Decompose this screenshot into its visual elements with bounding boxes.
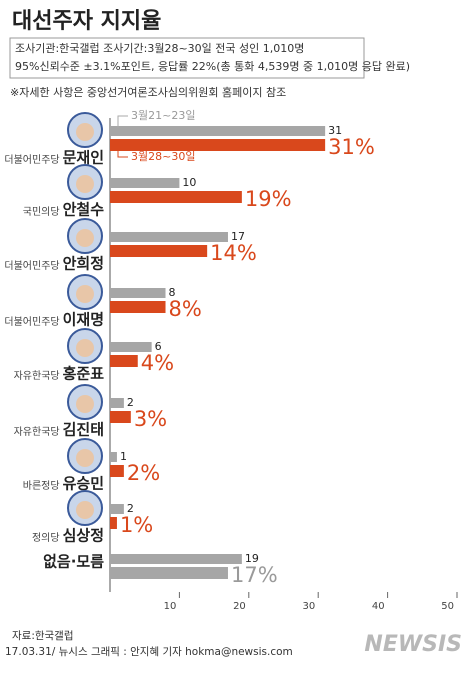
photo-face <box>76 285 94 303</box>
party: 더불어민주당 <box>4 154 59 166</box>
source: 자료:한국갤럽 <box>12 629 74 642</box>
photo-face <box>76 449 94 467</box>
candidate-name: 유승민 <box>63 475 104 493</box>
candidate-name: 심상정 <box>63 527 104 545</box>
bar <box>110 232 228 242</box>
bar <box>110 178 180 188</box>
candidate-name: 문재인 <box>63 149 104 167</box>
party: 더불어민주당 <box>4 316 59 328</box>
photo-face <box>76 123 94 141</box>
candidate-name: 안희정 <box>63 255 104 273</box>
bar <box>110 139 326 151</box>
candidate-name: 홍준표 <box>63 365 105 383</box>
bar <box>110 301 166 313</box>
subtitle: 조사기관:한국갤럽 조사기간:3월28~30일 전국 성인 1,010명 <box>15 41 304 55</box>
x-tick-label: 20 <box>233 601 246 612</box>
legend-line <box>117 115 128 128</box>
photo-face <box>76 175 94 193</box>
value-label: 2 <box>127 502 134 515</box>
value-label: 17 <box>231 230 245 243</box>
bar <box>110 245 208 257</box>
value-label: 31% <box>328 135 375 159</box>
party: 더불어민주당 <box>4 260 59 272</box>
party: 국민의당 <box>23 206 60 218</box>
info-box <box>9 37 365 79</box>
bar <box>110 191 242 203</box>
value-label: 17% <box>231 563 278 587</box>
logo: NEWSIS <box>364 632 462 657</box>
party: 자유한국당 <box>14 370 60 382</box>
candidate-name: 없음·모름 <box>43 553 104 571</box>
photo-face <box>76 229 94 247</box>
candidate-name: 김진태 <box>63 421 104 439</box>
value-label: 19 <box>245 552 259 565</box>
party: 자유한국당 <box>14 426 60 438</box>
bar <box>110 517 117 529</box>
value-label: 3% <box>134 407 167 431</box>
legend-label: 3월21~23일 <box>131 108 195 122</box>
bar <box>110 411 131 423</box>
bar <box>110 504 124 514</box>
bar <box>110 288 166 298</box>
value-label: 10 <box>182 176 196 189</box>
bar <box>110 355 138 367</box>
legend-line <box>117 150 128 158</box>
value-label: 2 <box>127 396 134 409</box>
bar <box>110 567 228 579</box>
party: 정의당 <box>32 532 60 544</box>
x-tick-label: 50 <box>441 601 454 612</box>
subtitle: 95%신뢰수준 ±3.1%포인트, 응답률 22%(총 통화 4,539명 중 … <box>15 60 410 73</box>
credit: 17.03.31/ 뉴시스 그래픽 : 안지혜 기자 hokma@newsis.… <box>5 646 293 658</box>
note: ※자세한 사항은 중앙선거여론조사심의위원회 홈페이지 참조 <box>10 85 286 99</box>
value-label: 8 <box>169 286 176 299</box>
party: 바른정당 <box>23 480 60 492</box>
value-label: 14% <box>210 241 257 265</box>
bar <box>110 554 242 564</box>
value-label: 8% <box>169 297 202 321</box>
legend-label: 3월28~30일 <box>131 149 195 163</box>
x-tick-label: 40 <box>372 601 385 612</box>
photo-face <box>76 339 94 357</box>
photo-face <box>76 395 94 413</box>
bar <box>110 398 124 408</box>
value-label: 1 <box>120 450 127 463</box>
candidate-name: 이재명 <box>63 311 104 329</box>
photo-face <box>76 501 94 519</box>
bar <box>110 342 152 352</box>
value-label: 2% <box>127 461 160 485</box>
chart-title: 대선주자 지지율 <box>12 9 161 34</box>
value-label: 4% <box>141 351 174 375</box>
value-label: 19% <box>245 187 292 211</box>
value-label: 31 <box>328 124 342 137</box>
bar <box>110 465 124 477</box>
value-label: 1% <box>120 513 153 537</box>
x-tick-label: 10 <box>164 601 177 612</box>
candidate-name: 안철수 <box>63 201 105 219</box>
bar <box>110 126 326 136</box>
x-tick-label: 30 <box>302 601 315 612</box>
bar <box>110 452 117 462</box>
value-label: 6 <box>155 340 162 353</box>
